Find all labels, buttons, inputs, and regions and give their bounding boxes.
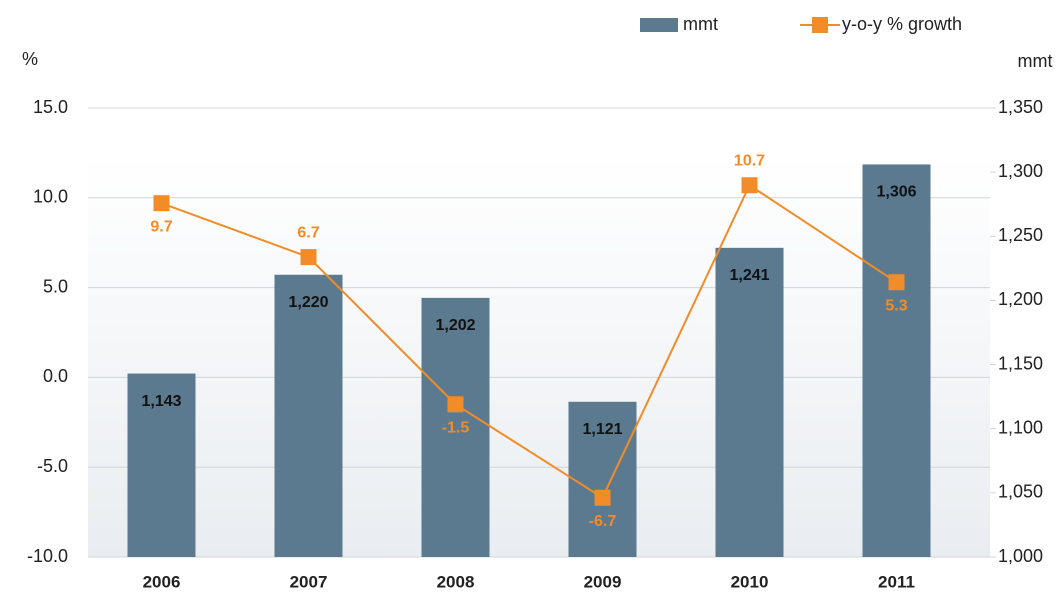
y-tick-label: 15.0 xyxy=(33,97,68,117)
x-tick-label: 2007 xyxy=(290,572,328,591)
y2-tick-label: 1,100 xyxy=(998,417,1043,437)
y2-tick-label: 1,350 xyxy=(998,97,1043,117)
line-label: 6.7 xyxy=(297,224,319,241)
bar-label: 1,306 xyxy=(876,184,916,201)
line-label: -6.7 xyxy=(589,513,617,530)
bar-label: 1,241 xyxy=(729,267,769,284)
bar xyxy=(715,247,784,557)
line-label: 10.7 xyxy=(734,152,765,169)
y-tick-label: 0.0 xyxy=(43,366,68,386)
bar-label: 1,202 xyxy=(435,317,475,334)
bar-label: 1,220 xyxy=(288,294,328,311)
bar xyxy=(421,297,490,557)
line-label: 9.7 xyxy=(150,218,172,235)
x-tick-label: 2008 xyxy=(437,572,475,591)
legend-swatch xyxy=(640,18,678,32)
x-tick-label: 2011 xyxy=(878,572,915,591)
line-marker xyxy=(447,396,464,413)
y2-tick-label: 1,200 xyxy=(998,289,1043,309)
y2-tick-label: 1,300 xyxy=(998,161,1043,181)
y-tick-label: -10.0 xyxy=(27,546,68,566)
x-tick-label: 2010 xyxy=(731,572,769,591)
y2-tick-label: 1,050 xyxy=(998,482,1043,502)
bar-label: 1,121 xyxy=(582,421,622,438)
bar xyxy=(568,401,637,557)
line xyxy=(161,183,898,500)
x-tick-label: 2009 xyxy=(584,572,622,591)
line-marker xyxy=(888,274,905,291)
bar xyxy=(127,373,196,557)
bar xyxy=(274,274,343,557)
x-tick-label: 2006 xyxy=(143,572,181,591)
y-axis-label: % xyxy=(22,49,38,69)
legend-label: y-o-y % growth xyxy=(842,14,962,34)
y-tick-label: -5.0 xyxy=(37,456,68,476)
plot-background xyxy=(88,155,990,557)
line-marker xyxy=(594,489,611,506)
y-tick-label: 5.0 xyxy=(43,276,68,296)
legend-label: mmt xyxy=(683,14,718,34)
y2-tick-label: 1,000 xyxy=(998,546,1043,566)
bar xyxy=(862,164,931,557)
y2-tick-label: 1,250 xyxy=(998,225,1043,245)
line-label: -1.5 xyxy=(442,420,470,437)
line-marker xyxy=(300,249,317,266)
line-label: 5.3 xyxy=(885,297,907,314)
line-marker xyxy=(741,177,758,194)
y2-tick-label: 1,150 xyxy=(998,353,1043,373)
y-tick-label: 10.0 xyxy=(33,187,68,207)
line-marker xyxy=(153,195,170,212)
y2-axis-label: mmt xyxy=(1018,51,1053,71)
legend-swatch xyxy=(812,17,828,33)
bar-label: 1,143 xyxy=(141,393,181,410)
